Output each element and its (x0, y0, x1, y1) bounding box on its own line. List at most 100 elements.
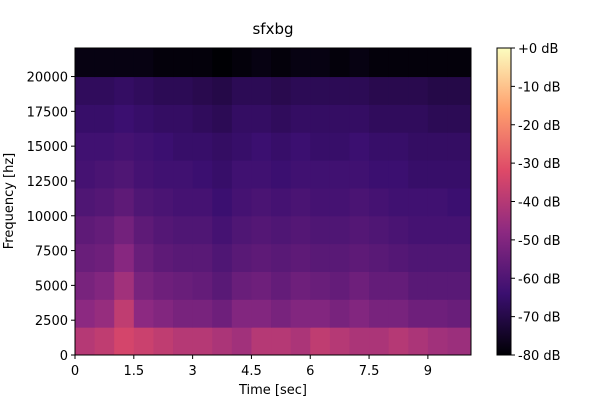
cell (212, 327, 233, 356)
cell (310, 215, 331, 245)
cell (290, 48, 311, 78)
cell (427, 104, 448, 133)
colorbar-tick-label: -70 dB (518, 311, 561, 326)
colorbar-tick-label: -80 dB (518, 349, 561, 364)
cell (75, 271, 96, 300)
cell (408, 327, 429, 356)
cell (271, 299, 292, 328)
cell (369, 299, 390, 328)
y-axis-label: Frequency [hz] (2, 153, 17, 250)
cell (114, 187, 135, 217)
x-tick-label: 3 (188, 364, 196, 379)
cell (427, 327, 448, 356)
cell (173, 271, 194, 300)
cell (75, 48, 96, 78)
cell (329, 132, 350, 161)
cell (75, 327, 96, 356)
cell (290, 187, 311, 217)
colorbar-tick-label: -20 dB (518, 119, 561, 134)
cell (427, 271, 448, 300)
cell (192, 327, 213, 356)
cell (388, 48, 409, 78)
cell (349, 160, 370, 189)
cell (447, 104, 472, 133)
cell (251, 271, 272, 300)
cell (427, 299, 448, 328)
cell (251, 327, 272, 356)
chart-title: sfxbg (252, 20, 293, 38)
cell (231, 187, 252, 217)
cell (290, 327, 311, 356)
cell (192, 187, 213, 217)
y-tick-label: 15000 (27, 140, 68, 155)
cell (290, 132, 311, 161)
plot-frame (74, 47, 472, 356)
cell (408, 271, 429, 300)
cell (212, 132, 233, 161)
cell (271, 160, 292, 189)
cell (388, 271, 409, 300)
cell (173, 48, 194, 78)
cell (271, 243, 292, 272)
cell (369, 76, 390, 105)
x-tick-label: 6 (306, 364, 314, 379)
cell (369, 215, 390, 245)
y-tick-label: 17500 (27, 105, 68, 120)
cell (75, 187, 96, 217)
cell (408, 299, 429, 328)
cell (329, 271, 350, 300)
cell (388, 187, 409, 217)
cell (133, 76, 154, 105)
cell (173, 299, 194, 328)
cell (153, 76, 174, 105)
cell (192, 104, 213, 133)
cell (388, 76, 409, 105)
cell (290, 243, 311, 272)
cell (329, 215, 350, 245)
cell (310, 160, 331, 189)
cell (388, 243, 409, 272)
cell (153, 104, 174, 133)
cell (388, 160, 409, 189)
cell (427, 132, 448, 161)
cell (310, 271, 331, 300)
cell (133, 243, 154, 272)
cell (94, 299, 115, 328)
cell (75, 299, 96, 328)
cell (231, 299, 252, 328)
cell (408, 160, 429, 189)
cell (75, 104, 96, 133)
cell (133, 48, 154, 78)
cell (329, 243, 350, 272)
cell (369, 327, 390, 356)
cell (349, 215, 370, 245)
cell (192, 271, 213, 300)
cell (329, 76, 350, 105)
cell (369, 132, 390, 161)
cell (133, 132, 154, 161)
cell (369, 160, 390, 189)
cell (192, 132, 213, 161)
cell (427, 160, 448, 189)
cell (447, 76, 472, 105)
cell (447, 187, 472, 217)
cell (310, 76, 331, 105)
x-tick-label: 0 (71, 364, 79, 379)
y-tick-label: 10000 (27, 210, 68, 225)
cell (153, 327, 174, 356)
cell (212, 243, 233, 272)
cell (212, 187, 233, 217)
cell (75, 243, 96, 272)
colorbar-tick-label: -40 dB (518, 196, 561, 211)
cell (231, 48, 252, 78)
cell (94, 132, 115, 161)
cell (153, 243, 174, 272)
cell (388, 215, 409, 245)
x-tick-label: 9 (424, 364, 432, 379)
cell (271, 271, 292, 300)
cell (114, 299, 135, 328)
cell (349, 187, 370, 217)
cell (369, 271, 390, 300)
cell (251, 132, 272, 161)
